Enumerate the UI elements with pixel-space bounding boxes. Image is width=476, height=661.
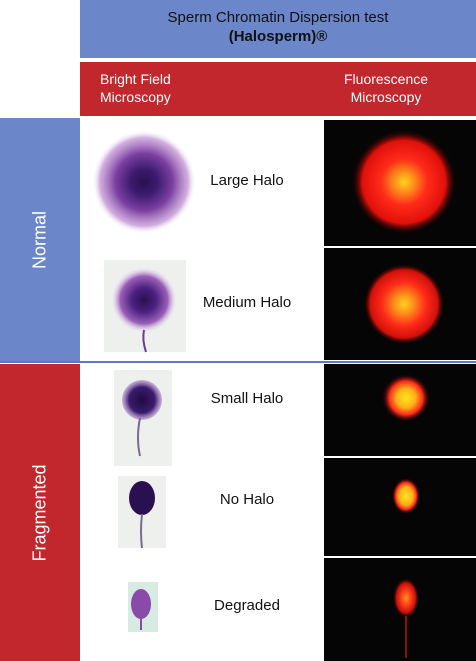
fluo-degraded-panel: [324, 558, 476, 661]
bf-medium-halo-cell: [104, 260, 186, 353]
fluo-large-halo-panel: [324, 120, 476, 246]
row-label-degraded: Degraded: [214, 597, 280, 614]
title-band: Sperm Chromatin Dispersion test (Halospe…: [80, 0, 476, 58]
fluo-medium-halo-image: [364, 264, 444, 344]
header-bright-field: Bright Field Microscopy: [100, 70, 171, 106]
group-fragmented-band: Fragmented: [0, 364, 80, 661]
header-fluorescence-line-1: Fluorescence: [344, 71, 429, 87]
group-divider: [0, 361, 476, 363]
row-label-medium-halo: Medium Halo: [202, 294, 292, 311]
fluo-small-halo-image: [382, 374, 430, 422]
header-bright-field-line-2: Microscopy: [100, 89, 171, 105]
bright-field-images: [92, 130, 196, 632]
fluo-medium-halo-panel: [324, 248, 476, 360]
fluo-degraded-image: [393, 578, 419, 658]
row-label-large-halo: Large Halo: [210, 172, 284, 189]
fluo-no-halo-image: [392, 478, 420, 514]
group-fragmented-label: Fragmented: [29, 463, 50, 562]
row-label-small-halo: Small Halo: [210, 390, 284, 407]
bf-large-halo-cell: [92, 130, 196, 234]
bf-degraded-cell: [128, 582, 158, 632]
header-fluorescence-line-2: Microscopy: [350, 89, 422, 105]
title-line-1: Sperm Chromatin Dispersion test: [167, 9, 389, 26]
fluo-large-halo-image: [352, 130, 456, 234]
header-fluorescence: Fluorescence Microscopy: [344, 70, 428, 106]
column-header-band: [80, 62, 476, 116]
bf-small-halo-cell: [114, 370, 172, 466]
fluo-no-halo-panel: [324, 458, 476, 556]
header-bright-field-line-1: Bright Field: [100, 71, 171, 87]
fluo-small-halo-panel: [324, 364, 476, 456]
row-label-no-halo: No Halo: [219, 491, 275, 508]
bf-no-halo-cell: [118, 476, 166, 549]
group-normal-label: Normal: [29, 210, 50, 270]
title-line-2: (Halosperm)®: [228, 28, 328, 45]
group-normal-band: Normal: [0, 118, 80, 362]
